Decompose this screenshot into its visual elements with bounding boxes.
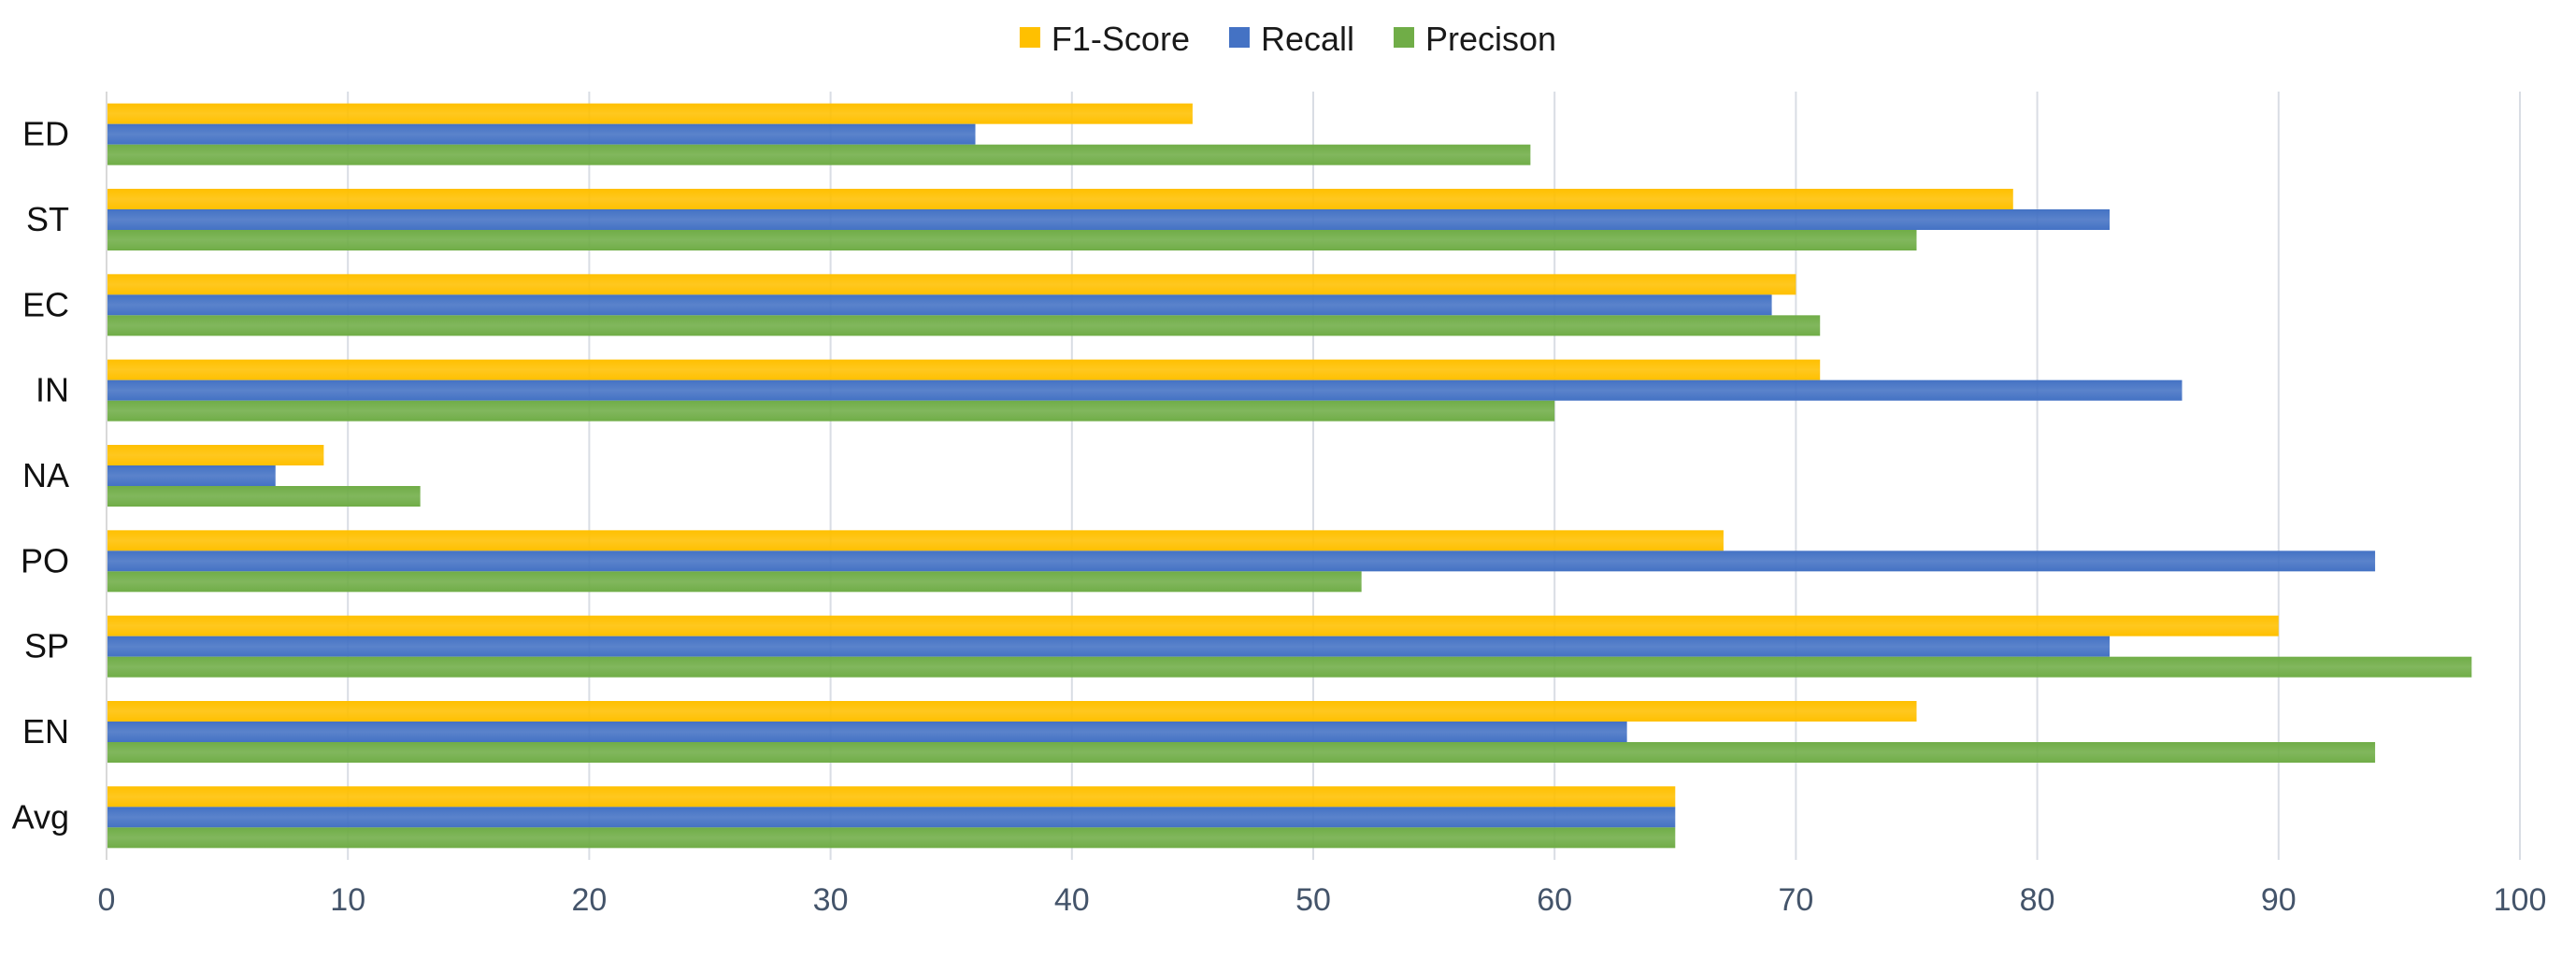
y-category-label: Avg bbox=[12, 797, 69, 836]
bar-avg-f1-score bbox=[107, 786, 1676, 808]
x-tick-label: 80 bbox=[2020, 882, 2055, 918]
x-tick-label: 20 bbox=[571, 882, 607, 918]
x-tick-label: 70 bbox=[1778, 882, 1813, 918]
legend-swatch-f1-score bbox=[1019, 27, 1040, 48]
bar-ed-precison bbox=[107, 144, 1531, 165]
legend-label: Precison bbox=[1425, 20, 1556, 58]
y-category-label: NA bbox=[22, 456, 69, 494]
axes: 0 10 20 30 40 50 60 70 80 90 100 ED ST EC IN NA PO SP EN Av… bbox=[12, 92, 2547, 918]
bar-en-f1-score bbox=[107, 701, 1917, 722]
bar-en-recall bbox=[107, 722, 1627, 742]
bar-po-recall bbox=[107, 550, 2376, 572]
bar-po-precison bbox=[107, 571, 1362, 593]
x-tick-label: 0 bbox=[98, 882, 116, 918]
legend-label: F1-Score bbox=[1052, 20, 1190, 58]
y-category-label: EC bbox=[22, 285, 69, 323]
bar-ed-recall bbox=[107, 123, 976, 145]
y-category-label: ST bbox=[26, 200, 69, 238]
x-tick-label: 100 bbox=[2494, 882, 2547, 918]
legend-swatch-precison bbox=[1394, 27, 1415, 48]
y-category-label: ED bbox=[22, 115, 69, 153]
y-category-label: SP bbox=[24, 627, 69, 665]
y-category-label: EN bbox=[22, 712, 69, 751]
y-category-label: PO bbox=[21, 541, 69, 579]
bar-sp-precison bbox=[107, 656, 2472, 678]
bar-na-f1-score bbox=[107, 445, 324, 465]
x-tick-label: 50 bbox=[1295, 882, 1331, 918]
bar-ed-f1-score bbox=[107, 103, 1193, 124]
bar-na-recall bbox=[107, 465, 276, 486]
bar-en-precison bbox=[107, 742, 2376, 763]
legend: F1-Score Recall Precison bbox=[1019, 20, 1556, 58]
bar-in-recall bbox=[107, 379, 2182, 401]
bar-st-recall bbox=[107, 209, 2111, 230]
bar-st-f1-score bbox=[107, 189, 2013, 209]
x-tick-label: 90 bbox=[2261, 882, 2297, 918]
bar-avg-recall bbox=[107, 807, 1676, 828]
bar-avg-precison bbox=[107, 827, 1676, 849]
x-tick-label: 30 bbox=[813, 882, 849, 918]
x-tick-label: 10 bbox=[330, 882, 365, 918]
bar-in-precison bbox=[107, 400, 1555, 422]
bars bbox=[107, 103, 2472, 849]
bar-sp-recall bbox=[107, 636, 2111, 657]
bar-in-f1-score bbox=[107, 359, 1821, 380]
legend-label: Recall bbox=[1261, 20, 1354, 58]
x-tick-label: 40 bbox=[1054, 882, 1090, 918]
bar-na-precison bbox=[107, 486, 421, 507]
bar-ec-f1-score bbox=[107, 274, 1796, 295]
x-tick-label: 60 bbox=[1537, 882, 1572, 918]
bar-sp-f1-score bbox=[107, 615, 2279, 636]
y-category-label: IN bbox=[36, 371, 69, 409]
bar-ec-precison bbox=[107, 315, 1821, 336]
legend-swatch-recall bbox=[1228, 27, 1250, 48]
bar-st-precison bbox=[107, 230, 1917, 250]
bar-po-f1-score bbox=[107, 530, 1724, 551]
bar-ec-recall bbox=[107, 294, 1772, 316]
